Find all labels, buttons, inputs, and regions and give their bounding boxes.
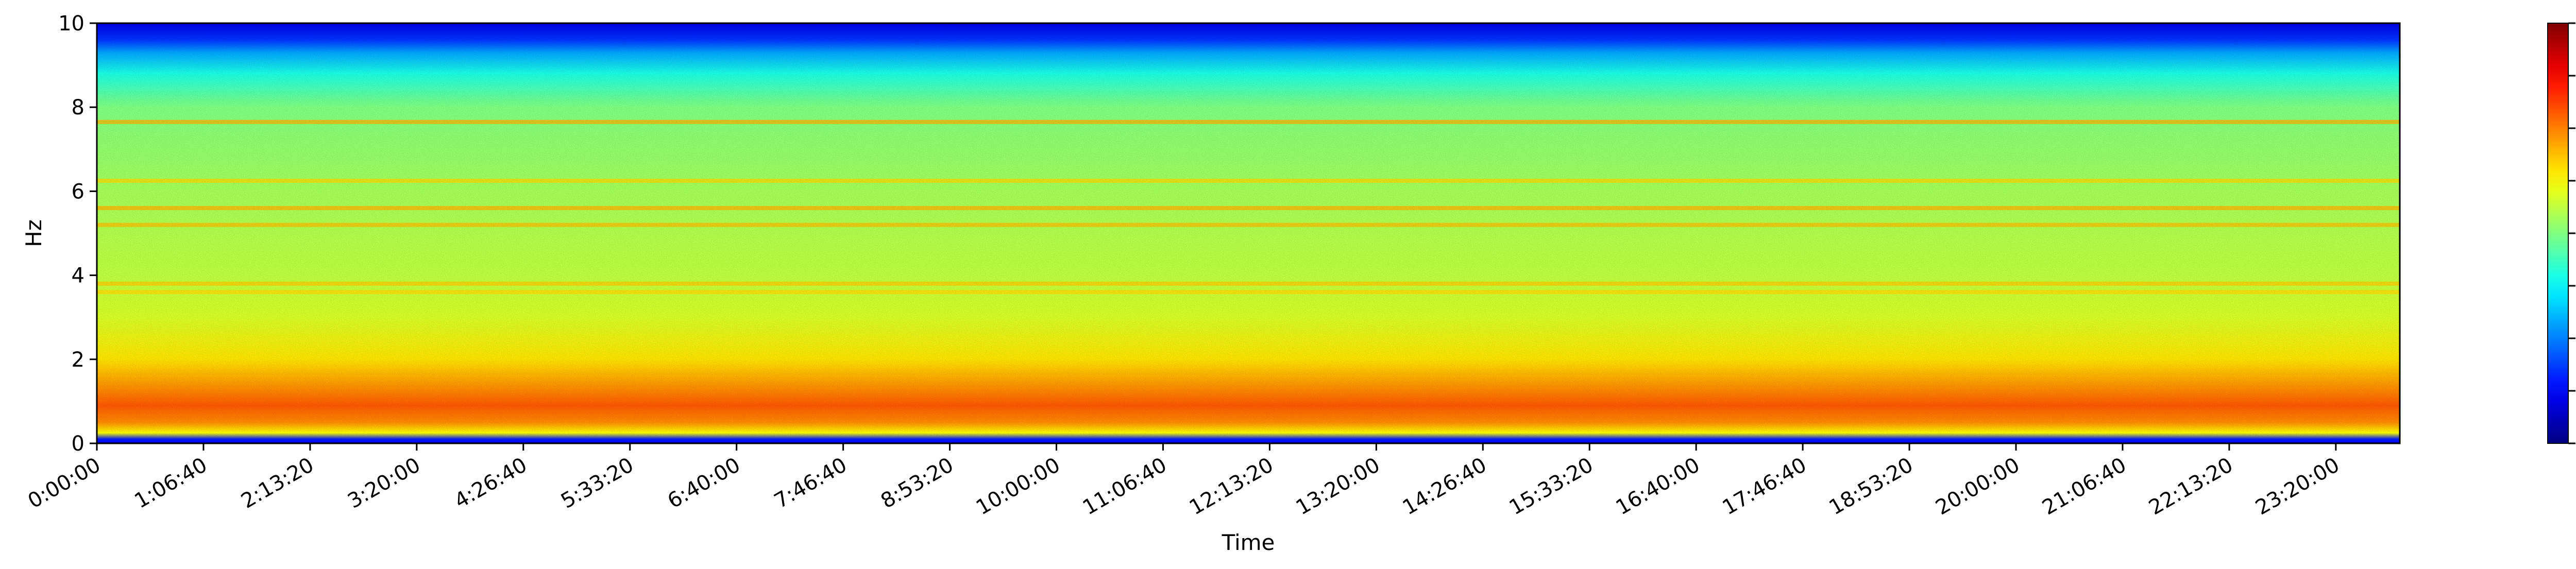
x-tick-label: 1:06:40 [130, 453, 211, 513]
x-tick-label: 3:20:00 [344, 453, 425, 513]
x-tick-label: 10:00:00 [972, 453, 1064, 520]
x-tick-label: 14:26:40 [1399, 453, 1491, 520]
x-tick-label: 18:53:20 [1825, 453, 1917, 520]
colorbar: +0 dB-10 dB-20 dB-30 dB-40 dB-50 dB-60 d… [2547, 22, 2575, 444]
x-tick-label: 8:53:20 [877, 453, 958, 513]
x-tick-label: 2:13:20 [237, 453, 318, 513]
plot-area [96, 22, 2401, 444]
plot-frame [96, 22, 2401, 444]
y-axis-ticks: 0 2 4 6 8 10 [58, 12, 97, 456]
x-tick-label: 21:06:40 [2038, 453, 2130, 520]
colorbar-scale [2547, 23, 2569, 444]
y-tick-label: 10 [58, 12, 84, 36]
x-tick-label: 15:33:20 [1505, 453, 1598, 520]
x-tick-label: 20:00:00 [1931, 453, 2024, 520]
x-tick-label: 0:00:00 [24, 453, 105, 513]
y-tick-label: 6 [72, 180, 84, 203]
x-tick-label: 6:40:00 [664, 453, 744, 513]
x-tick-label: 12:13:20 [1185, 453, 1278, 520]
y-tick-label: 2 [72, 348, 84, 372]
x-tick-label: 7:46:40 [770, 453, 851, 513]
y-tick-label: 4 [72, 264, 84, 288]
x-tick-label: 23:20:00 [2251, 453, 2344, 520]
x-tick-label: 5:33:20 [557, 453, 638, 513]
x-tick-label: 22:13:20 [2145, 453, 2237, 520]
spectrogram-noise [97, 23, 2400, 443]
x-tick-label: 13:20:00 [1292, 453, 1384, 520]
x-tick-label: 4:26:40 [450, 453, 531, 513]
y-axis-label: Hz [21, 219, 46, 247]
x-axis-ticks: 0:00:00 1:06:40 2:13:20 3:20:00 4:26:40 5:33:… [24, 443, 2344, 520]
x-axis-label: Time [1222, 530, 1275, 555]
y-tick-label: 0 [72, 432, 84, 456]
x-tick-label: 17:46:40 [1719, 453, 1811, 520]
y-tick-label: 8 [72, 96, 84, 119]
x-tick-label: 16:40:00 [1612, 453, 1704, 520]
colorbar-ticks: +0 dB-10 dB-20 dB-30 dB-40 dB-50 dB-60 d… [2568, 22, 2575, 444]
x-tick-label: 11:06:40 [1079, 453, 1171, 520]
